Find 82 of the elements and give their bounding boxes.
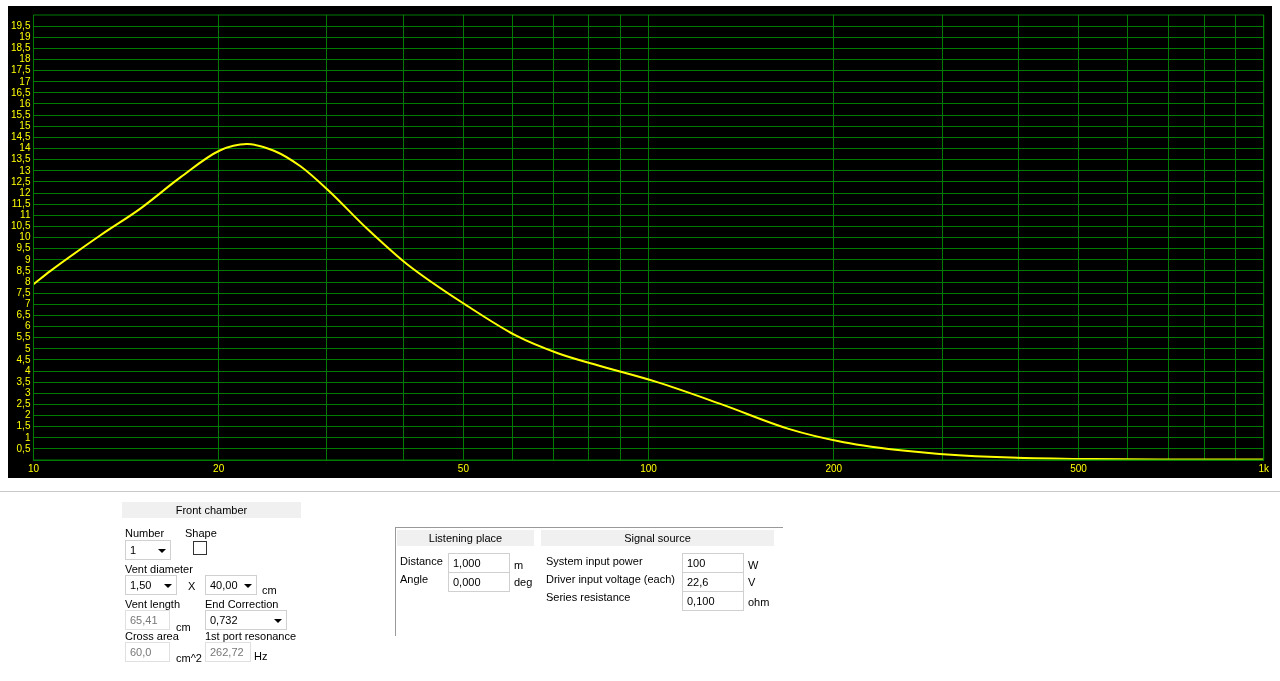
text: 100 — [682, 553, 744, 573]
y-tick-label: 15,5 — [10, 108, 31, 120]
x-tick-label: 50 — [457, 462, 470, 474]
y-tick-label: 19 — [19, 31, 31, 42]
y-tick-label: 5 — [24, 342, 31, 354]
y-tick-label: 13,5 — [10, 153, 31, 165]
text: End Correction — [205, 598, 279, 611]
text: 40,00 — [205, 575, 257, 595]
text: Front chamber — [122, 502, 301, 518]
text: 60,0 — [125, 642, 170, 662]
text: Cross area — [125, 630, 179, 643]
y-tick-label: 2,5 — [16, 398, 31, 410]
y-tick-label: 15 — [19, 120, 31, 131]
text: cm — [176, 621, 191, 634]
y-tick-label: 12 — [19, 186, 31, 198]
text: ohm — [748, 596, 770, 609]
text: Signal source — [541, 530, 774, 546]
y-tick-label: 3,5 — [16, 375, 31, 387]
text: cm^2 — [176, 652, 202, 665]
text: 0,000 — [448, 572, 510, 592]
y-tick-label: 11,5 — [11, 197, 31, 209]
text: 0,732 — [205, 610, 287, 630]
text: Number — [125, 527, 165, 540]
y-tick-label: 14 — [19, 142, 31, 154]
y-tick-label: 18,5 — [10, 42, 31, 54]
y-tick-label: 14,5 — [10, 131, 31, 143]
y-tick-label: 9 — [24, 253, 31, 265]
text: m — [514, 559, 524, 572]
text: X — [188, 580, 196, 593]
text: Vent length — [125, 598, 181, 611]
y-tick-label: 17,5 — [10, 64, 31, 76]
y-tick-label: 11 — [20, 209, 31, 220]
text: 0,100 — [682, 591, 744, 611]
y-tick-label: 13 — [19, 164, 31, 176]
text: Distance — [400, 555, 443, 568]
text: 65,41 — [125, 610, 170, 630]
y-tick-label: 16 — [19, 97, 31, 109]
y-tick-label: 19,5 — [10, 19, 31, 31]
y-tick-label: 1,5 — [16, 420, 31, 432]
text: 1,000 — [448, 553, 510, 573]
y-tick-label: 16,5 — [10, 86, 31, 98]
text: System input power — [546, 555, 643, 568]
text: Angle — [400, 573, 429, 586]
text: Driver input voltage (each) — [546, 573, 676, 586]
y-tick-label: 12,5 — [10, 175, 31, 187]
text: 22,6 — [682, 572, 744, 592]
y-tick-label: 3 — [24, 387, 31, 398]
text: W — [748, 559, 759, 572]
y-tick-label: 17 — [19, 75, 31, 87]
x-tick-label: 20 — [213, 462, 225, 474]
y-tick-label: 4 — [24, 364, 31, 376]
y-tick-label: 1 — [24, 431, 31, 443]
x-tick-label: 1k — [1258, 462, 1270, 474]
y-tick-label: 18 — [19, 53, 31, 65]
y-tick-label: 4,5 — [16, 353, 31, 365]
text: 1,50 — [125, 575, 177, 595]
text: Series resistance — [546, 591, 631, 604]
text: V — [748, 576, 756, 589]
text: Hz — [254, 650, 268, 663]
x-tick-label: 500 — [1070, 462, 1088, 474]
y-tick-label: 2 — [24, 409, 31, 421]
y-tick-label: 8 — [24, 275, 31, 287]
y-tick-label: 0,5 — [16, 442, 31, 454]
text: deg — [514, 576, 533, 589]
text: 1st port resonance — [205, 630, 297, 643]
x-tick-label: 100 — [640, 462, 658, 474]
y-tick-label: 6,5 — [16, 309, 31, 321]
y-tick-label: 7,5 — [16, 286, 31, 298]
text: Shape — [185, 527, 217, 540]
y-tick-label: 5,5 — [16, 331, 31, 343]
y-tick-label: 6 — [24, 320, 31, 332]
y-tick-label: 10 — [19, 231, 31, 243]
y-tick-label: 8,5 — [16, 264, 31, 276]
text: Listening place — [397, 530, 534, 546]
y-tick-label: 9,5 — [16, 242, 31, 254]
text: cm — [262, 584, 277, 597]
text: 1 — [125, 540, 171, 560]
text: Vent diameter — [125, 563, 193, 576]
x-tick-label: 200 — [825, 462, 843, 474]
y-tick-label: 7 — [24, 298, 31, 309]
y-tick-label: 10,5 — [10, 220, 31, 232]
text: 262,72 — [205, 642, 251, 662]
